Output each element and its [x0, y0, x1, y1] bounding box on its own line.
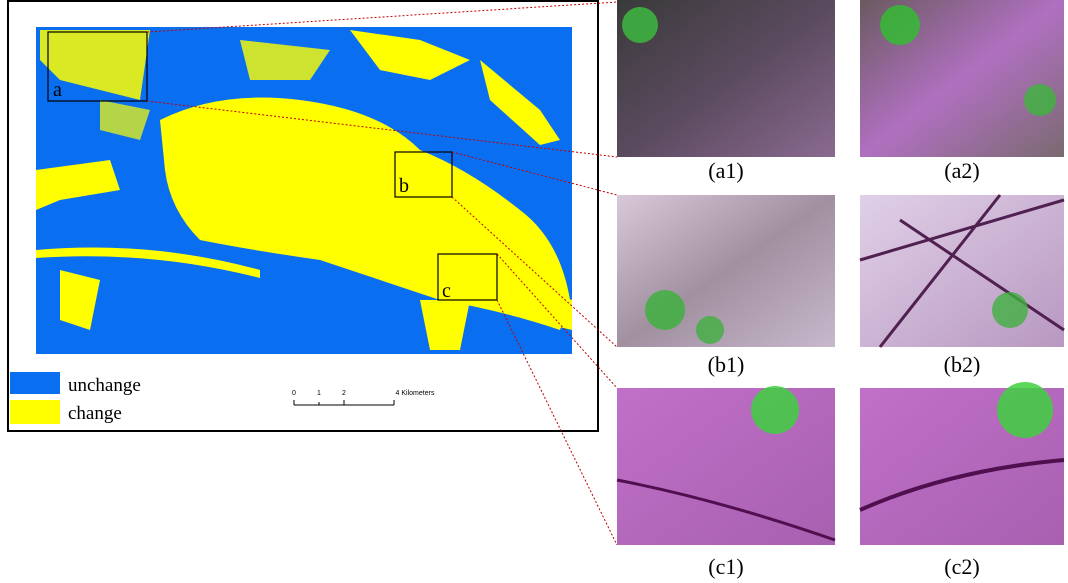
box-label: a	[53, 79, 62, 101]
legend-label: change	[68, 403, 122, 424]
panel-caption: (a2)	[944, 158, 979, 183]
panel-caption: (b2)	[944, 352, 981, 377]
box-label: c	[442, 280, 451, 302]
scale-label: 0	[292, 390, 296, 397]
scale-label: 2	[342, 390, 346, 397]
scale-label: 1	[317, 390, 321, 397]
legend-swatch	[10, 372, 60, 394]
panel-caption: (b1)	[708, 352, 745, 377]
scale-label: 4 Kilometers	[396, 390, 435, 397]
box-label: b	[399, 175, 409, 197]
image-panels	[617, 0, 1064, 545]
figure: a b c unchange change 0 1 2 4 Kilometers	[0, 0, 1068, 583]
panel-caption: (a1)	[708, 158, 743, 183]
legend-label: unchange	[68, 375, 141, 396]
panel-caption: (c1)	[708, 554, 743, 579]
panel-caption: (c2)	[944, 554, 979, 579]
legend-swatch	[10, 400, 60, 424]
